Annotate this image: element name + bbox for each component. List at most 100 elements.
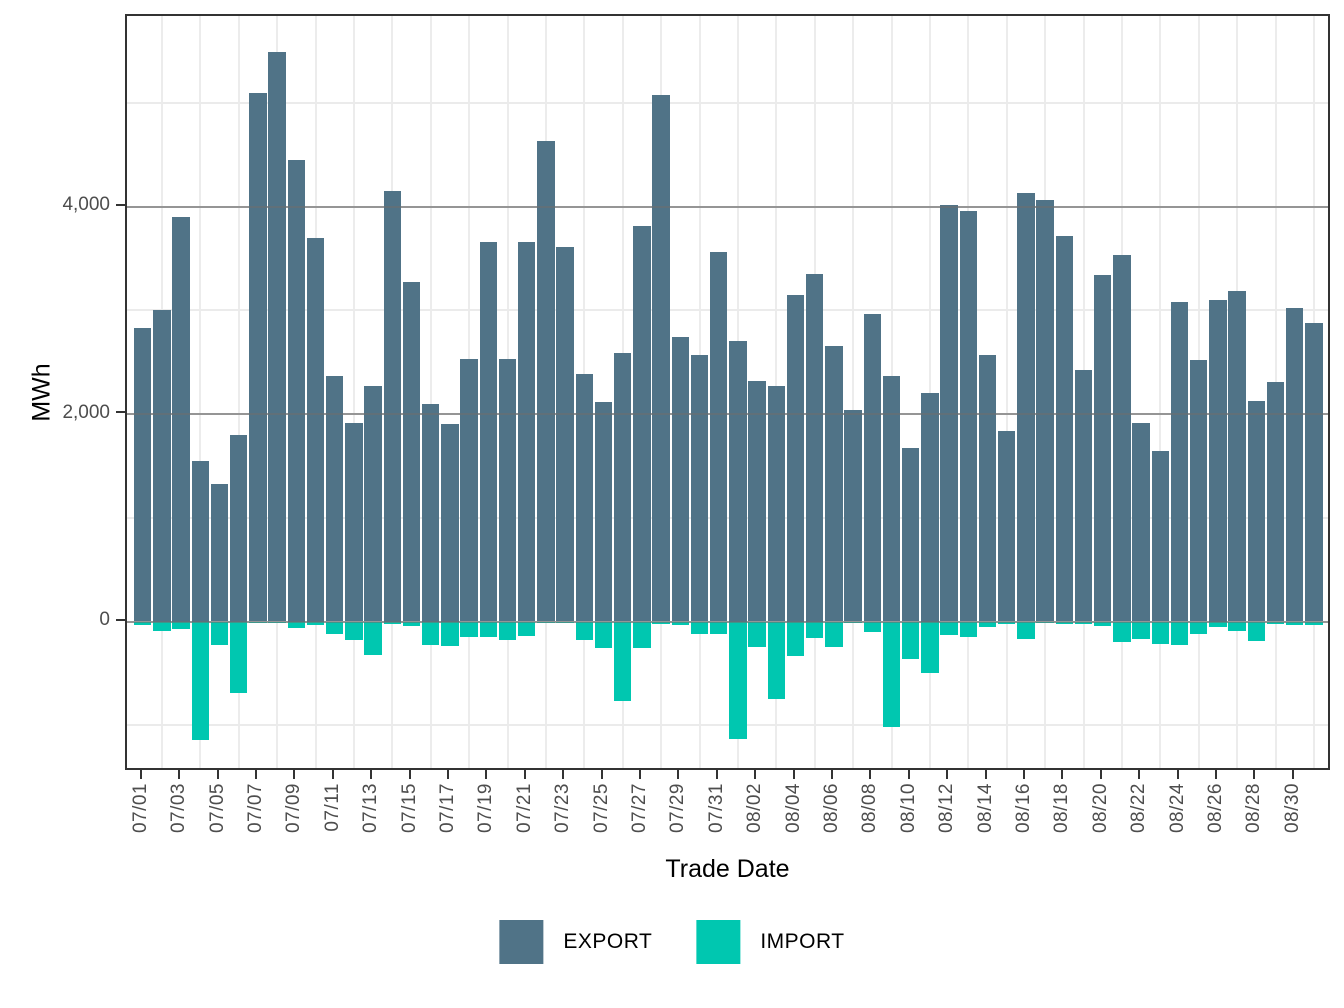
x-tick — [1214, 770, 1217, 779]
vertical-gridline — [237, 16, 240, 768]
y-tick-label: 2,000 — [62, 401, 110, 423]
import-bar-08/22 — [1132, 621, 1150, 640]
export-bar-08/24 — [1170, 301, 1189, 622]
x-tick-label: 07/31 — [705, 783, 727, 834]
export-bar-08/13 — [959, 210, 977, 622]
x-tick-label: 08/20 — [1089, 783, 1111, 834]
export-bar-08/22 — [1132, 423, 1150, 622]
export-bar-07/21 — [518, 241, 536, 622]
import-bar-08/29 — [1266, 621, 1285, 625]
export-bar-08/27 — [1228, 290, 1246, 622]
major-gridline-overlay — [127, 413, 1328, 415]
x-tick-label: 07/17 — [436, 783, 458, 834]
import-bar-07/06 — [230, 621, 248, 694]
x-tick-label: 08/28 — [1243, 783, 1265, 834]
import-bar-07/27 — [633, 621, 651, 649]
x-tick-label: 07/27 — [628, 783, 650, 834]
import-bar-07/20 — [498, 621, 517, 641]
x-tick-label: 08/04 — [782, 783, 804, 834]
export-bar-08/26 — [1209, 299, 1227, 622]
import-bar-08/03 — [767, 621, 785, 700]
x-tick — [1138, 770, 1141, 779]
major-gridline-overlay — [127, 620, 1328, 623]
import-bar-08/23 — [1151, 621, 1169, 644]
import-bar-07/09 — [287, 621, 305, 628]
x-tick-label: 07/05 — [206, 783, 228, 834]
x-tick — [1253, 770, 1256, 779]
x-tick — [331, 770, 334, 779]
import-bar-08/02 — [748, 621, 766, 648]
y-tick-label: 0 — [99, 609, 110, 630]
export-bar-07/28 — [652, 95, 670, 622]
export-bar-07/11 — [326, 375, 344, 622]
export-bar-07/02 — [153, 310, 171, 622]
x-tick — [562, 770, 565, 779]
import-bar-08/05 — [806, 621, 824, 639]
export-bar-08/07 — [844, 409, 862, 622]
x-tick — [216, 770, 219, 779]
import-bar-07/18 — [460, 621, 478, 637]
x-tick — [830, 770, 833, 779]
import-bar-07/25 — [594, 621, 613, 649]
x-tick-label: 08/02 — [744, 783, 766, 834]
import-bar-07/15 — [402, 621, 421, 626]
x-tick — [485, 770, 488, 779]
export-bar-08/16 — [1017, 193, 1035, 622]
x-tick — [946, 770, 949, 779]
x-tick — [1291, 770, 1294, 779]
x-tick-label: 07/15 — [398, 783, 420, 834]
export-bar-08/29 — [1266, 381, 1285, 622]
export-bar-08/15 — [998, 430, 1016, 622]
x-tick — [1022, 770, 1025, 779]
x-tick-label: 07/03 — [168, 783, 190, 834]
x-axis-title: Trade Date — [665, 855, 790, 883]
y-tick — [116, 618, 125, 621]
minor-gridline — [127, 101, 1328, 104]
vertical-gridline — [1159, 16, 1162, 768]
x-tick-label: 08/14 — [974, 783, 996, 834]
x-tick-label: 08/24 — [1166, 783, 1188, 834]
export-bar-07/10 — [306, 237, 325, 622]
y-tick — [116, 203, 125, 206]
vertical-gridline — [199, 16, 202, 768]
export-bar-08/06 — [825, 345, 843, 622]
import-bar-08/25 — [1190, 621, 1208, 634]
legend: EXPORT IMPORT — [499, 920, 844, 964]
import-legend-label: IMPORT — [760, 930, 845, 953]
export-bar-07/30 — [690, 354, 709, 622]
import-bar-08/06 — [825, 621, 843, 648]
export-bar-07/20 — [498, 359, 517, 622]
vertical-gridline — [852, 16, 855, 768]
import-bar-07/12 — [345, 621, 363, 641]
export-bar-08/08 — [863, 314, 881, 622]
x-tick-label: 08/08 — [859, 783, 881, 834]
export-bar-07/16 — [422, 403, 440, 622]
x-tick — [792, 770, 795, 779]
import-bar-07/16 — [422, 621, 440, 645]
export-bar-07/22 — [537, 141, 555, 622]
x-tick-label: 07/11 — [321, 783, 343, 832]
export-bar-08/09 — [882, 375, 901, 622]
vertical-gridline — [928, 16, 931, 768]
import-bar-08/24 — [1170, 621, 1189, 646]
export-bar-08/18 — [1055, 235, 1073, 622]
export-bar-07/04 — [191, 460, 209, 622]
vertical-gridline — [352, 16, 355, 768]
export-bar-07/03 — [172, 216, 190, 622]
import-bar-08/12 — [940, 621, 958, 635]
x-tick — [178, 770, 181, 779]
export-legend-label: EXPORT — [563, 930, 653, 953]
x-tick — [523, 770, 526, 779]
export-bar-07/26 — [614, 352, 632, 622]
export-bar-08/01 — [729, 341, 747, 622]
import-bar-08/30 — [1286, 621, 1304, 626]
export-bar-08/23 — [1151, 451, 1169, 622]
import-bar-08/31 — [1305, 621, 1323, 625]
import-bar-07/03 — [172, 621, 190, 629]
export-bar-08/17 — [1036, 200, 1054, 622]
x-tick-label: 07/09 — [283, 783, 305, 834]
export-bar-07/12 — [345, 423, 363, 622]
export-bar-08/11 — [921, 393, 939, 622]
x-tick-label: 07/21 — [513, 783, 535, 834]
